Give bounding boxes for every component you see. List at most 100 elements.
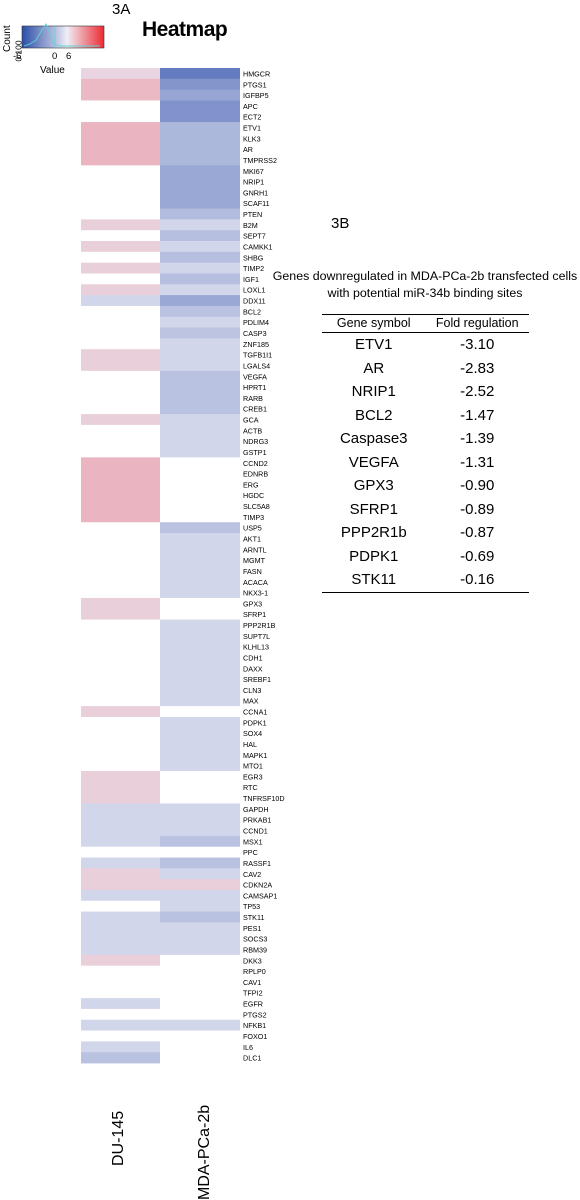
heatmap-cell: [81, 219, 160, 231]
heatmap-cell: [81, 262, 160, 274]
heatmap-cell: [81, 662, 160, 675]
panel-b-label: 3B: [331, 215, 350, 232]
heatmap-cell: [81, 111, 160, 123]
heatmap-cell: [81, 392, 160, 404]
gene-row-label: ZNF185: [243, 340, 269, 349]
gene-row-label: KLK3: [243, 134, 261, 143]
heatmap-cell: [81, 543, 160, 556]
gene-row-label: HMGCR: [243, 69, 270, 78]
fold-regulation-cell: -2.83: [460, 359, 495, 377]
column-label-mda-pca-2b: MDA-PCa-2b: [196, 1104, 213, 1200]
heatmap-cell: [160, 1019, 240, 1031]
heatmap-cell: [81, 500, 160, 512]
fold-regulation-cell: -3.10: [460, 336, 495, 354]
heatmap-cell: [160, 511, 240, 523]
heatmap-cell: [160, 284, 240, 296]
table-row: Caspase3 -1.39: [322, 427, 529, 451]
heatmap-cell: [160, 554, 240, 566]
heatmap-cell: [160, 360, 240, 372]
heatmap-cell: [81, 1052, 160, 1064]
heatmap-cell: [81, 987, 160, 999]
heatmap-cell: [81, 857, 160, 869]
heatmap-cell: [81, 608, 160, 620]
gene-row-label: APC: [243, 102, 258, 111]
heatmap-cell: [160, 954, 240, 967]
heatmap-cell: [160, 684, 240, 696]
gene-symbol-cell: NRIP1: [351, 383, 396, 401]
gene-symbol-cell: Caspase3: [339, 430, 408, 448]
heatmap-cell: [81, 533, 160, 545]
gene-row-label: VEGFA: [243, 372, 267, 381]
gene-row-label: CREB1: [243, 405, 267, 414]
gene-row-label: RPLP0: [243, 967, 266, 976]
gene-row-label: SFRP1: [243, 610, 266, 619]
heatmap-cell: [160, 803, 240, 815]
gene-row-label: PDLIM4: [243, 318, 269, 327]
heatmap-cell: [81, 349, 160, 361]
heatmap-cell: [81, 998, 160, 1010]
heatmap-cell: [81, 522, 160, 534]
gene-row-label: GSTP1: [243, 448, 267, 457]
gene-row-label: GCA: [243, 416, 259, 425]
gene-row-label: MAPK1: [243, 751, 267, 760]
heatmap-cell: [160, 911, 240, 923]
gene-row-label: CLN3: [243, 686, 261, 695]
heatmap-cell: [81, 446, 160, 458]
heatmap-cell: [160, 78, 240, 91]
heatmap-cell: [160, 241, 240, 253]
gene-row-label: ARNTL: [243, 545, 267, 554]
table-row: SFRP1 -0.89: [322, 498, 529, 522]
heatmap-cell: [81, 684, 160, 696]
gene-row-label: HPRT1: [243, 383, 266, 392]
heatmap-cell: [160, 68, 240, 80]
gene-row-label: NFKB1: [243, 1021, 266, 1030]
heatmap-cell: [160, 716, 240, 729]
color-key-tick-high: 6: [66, 51, 72, 62]
heatmap-cell: [160, 208, 240, 220]
heatmap-cell: [81, 478, 160, 491]
heatmap-cell: [81, 727, 160, 739]
gene-row-label: GNRH1: [243, 188, 268, 197]
gene-row-label: BCL2: [243, 307, 261, 316]
gene-row-label: SCAF11: [243, 199, 270, 208]
heatmap-cell: [81, 132, 160, 145]
heatmap-cell: [160, 760, 240, 772]
fold-regulation-cell: -0.16: [425, 568, 529, 593]
gene-row-label: MGMT: [243, 556, 266, 565]
heatmap-cell: [160, 1052, 240, 1064]
gene-row-label: KLHL13: [243, 643, 269, 652]
heatmap-cell: [81, 251, 160, 264]
gene-row-label: PRKAB1: [243, 816, 271, 825]
gene-row-label: STK11: [243, 913, 264, 922]
gene-row-label: TGFB1I1: [243, 351, 272, 360]
heatmap-cell: [81, 230, 160, 242]
heatmap-cell: [160, 1041, 240, 1053]
gene-row-label: HAL: [243, 740, 257, 749]
gene-symbol-cell: PPP2R1b: [340, 524, 407, 542]
heatmap-cell: [81, 846, 160, 858]
gene-row-label: CASP3: [243, 329, 267, 338]
fold-regulation-cell: -0.89: [460, 500, 495, 518]
heatmap-cell: [81, 241, 160, 253]
gene-row-label: ETV1: [243, 124, 261, 133]
heatmap-cell: [81, 630, 160, 642]
heatmap-cell: [160, 770, 240, 783]
gene-row-label: SOX4: [243, 729, 262, 738]
heatmap-cell: [160, 1008, 240, 1021]
gene-row-label: ERG: [243, 480, 259, 489]
gene-row-label: FOXO1: [243, 1032, 267, 1041]
heatmap-cell: [160, 435, 240, 447]
fold-regulation-cell: -0.87: [460, 524, 495, 542]
gene-row-label: TMPRSS2: [243, 156, 277, 165]
heatmap-cell: [81, 457, 160, 469]
heatmap-cell: [160, 154, 240, 166]
heatmap-cell: [160, 825, 240, 837]
heatmap-cell: [81, 619, 160, 631]
fold-regulation-cell: -1.39: [460, 430, 495, 448]
heatmap-cell: [160, 662, 240, 675]
heatmap-cell: [81, 922, 160, 934]
gene-row-label: PTGS2: [243, 1010, 267, 1019]
heatmap-cell: [81, 89, 160, 101]
heatmap-cell: [81, 176, 160, 188]
